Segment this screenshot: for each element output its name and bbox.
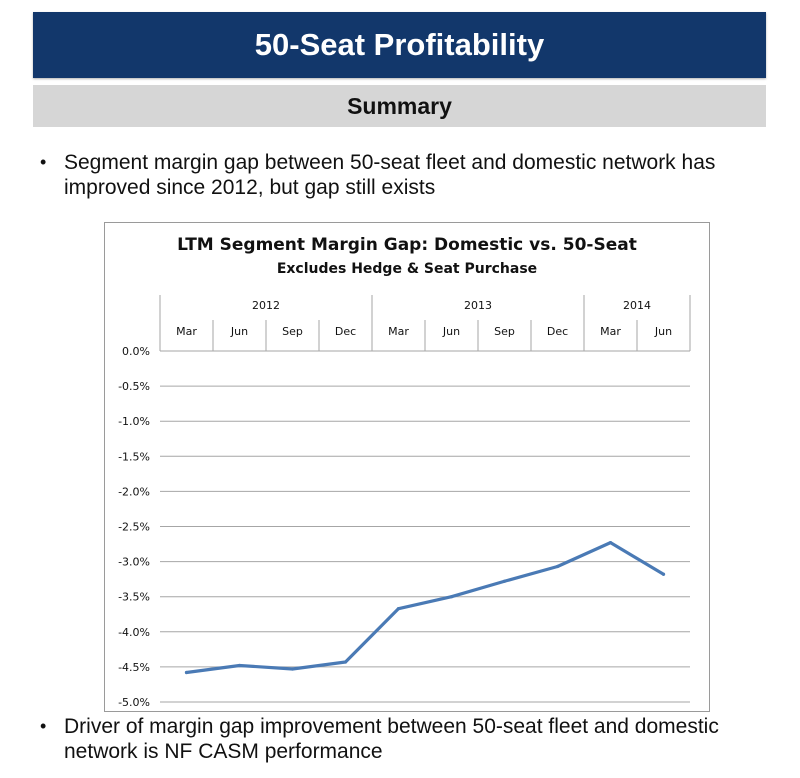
x-tick-label: Sep xyxy=(282,325,303,338)
bullet-text: Driver of margin gap improvement between… xyxy=(64,715,719,763)
x-tick-label: Jun xyxy=(230,325,248,338)
y-tick-label: -4.0% xyxy=(118,626,150,639)
x-tick-label: Jun xyxy=(654,325,672,338)
data-point xyxy=(184,670,189,675)
y-tick-label: -4.5% xyxy=(118,661,150,674)
x-tick-label: Mar xyxy=(388,325,409,338)
series-line xyxy=(184,541,666,675)
y-tick-label: -3.5% xyxy=(118,591,150,604)
data-point xyxy=(343,660,348,664)
y-tick-label: -2.0% xyxy=(118,485,150,498)
bullet-dot-icon: • xyxy=(40,716,47,736)
data-point xyxy=(290,667,295,671)
y-tick-label: -3.0% xyxy=(118,556,150,569)
y-tick-label: -1.0% xyxy=(118,415,150,428)
data-point xyxy=(237,663,242,668)
x-tick-label: Sep xyxy=(494,325,515,338)
chart-title: LTM Segment Margin Gap: Domestic vs. 50-… xyxy=(177,235,637,255)
data-point xyxy=(661,572,666,576)
bullet-point: • Driver of margin gap improvement betwe… xyxy=(40,714,780,764)
x-tick-label: Dec xyxy=(335,325,356,338)
chart-container: LTM Segment Margin Gap: Domestic vs. 50-… xyxy=(104,222,710,712)
line-chart: 0.0% -0.5% -1.0% -1.5% -2.0% -2.5% -3.0% -3.5% -… xyxy=(118,295,691,709)
y-tick-label: 0.0% xyxy=(122,345,150,358)
x-tick-label: Mar xyxy=(176,325,197,338)
data-point xyxy=(608,541,613,545)
x-tick-label: Dec xyxy=(547,325,568,338)
y-tick-label: -5.0% xyxy=(118,696,150,709)
data-point xyxy=(449,595,454,599)
year-label: 2012 xyxy=(252,299,280,312)
bullet-point: • Segment margin gap between 50-seat fle… xyxy=(40,150,780,200)
data-point xyxy=(396,607,401,611)
data-point xyxy=(502,579,507,583)
x-tick-label: Mar xyxy=(600,325,621,338)
bullet-dot-icon: • xyxy=(40,152,47,172)
year-label: 2014 xyxy=(623,299,651,312)
y-tick-label: -2.5% xyxy=(118,521,150,534)
bullet-text: Segment margin gap between 50-seat fleet… xyxy=(64,151,716,199)
y-tick-label: -1.5% xyxy=(118,450,150,463)
x-tick-label: Jun xyxy=(442,325,460,338)
chart-subtitle: Excludes Hedge & Seat Purchase xyxy=(276,261,538,277)
section-header: Summary xyxy=(33,85,766,127)
data-point xyxy=(555,564,560,569)
slide-title: 50-Seat Profitability xyxy=(33,12,766,78)
y-tick-label: -0.5% xyxy=(118,380,150,393)
year-label: 2013 xyxy=(464,299,492,312)
